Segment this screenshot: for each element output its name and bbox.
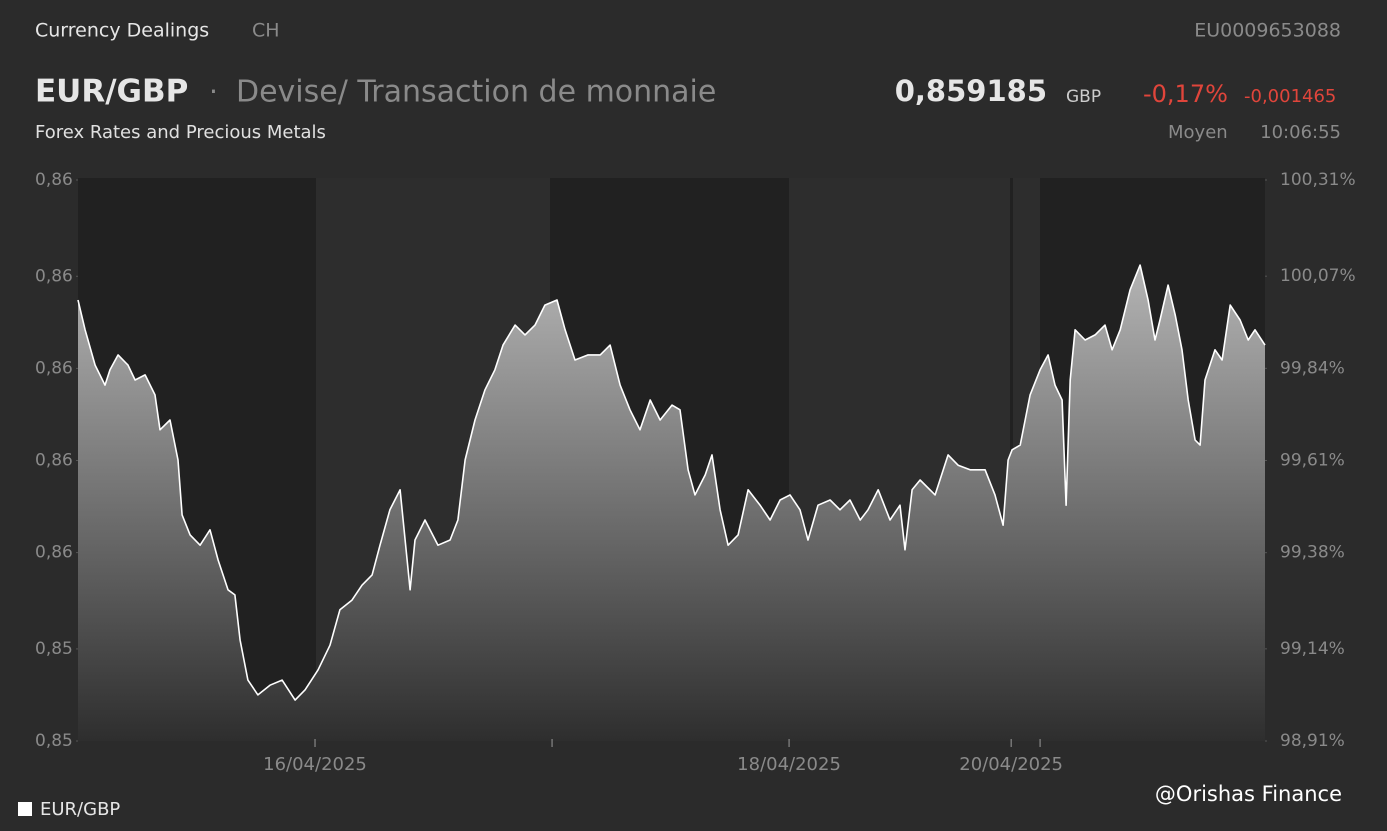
watermark: @Orishas Finance xyxy=(1155,782,1342,806)
y-tick-label: 0,86 xyxy=(35,358,73,378)
y2-tick-label: 100,31% xyxy=(1280,170,1356,190)
x-tick-label: 18/04/2025 xyxy=(737,754,841,775)
area-fill xyxy=(78,265,1265,741)
separator: · xyxy=(209,75,218,108)
price: 0,859185 xyxy=(895,74,1047,108)
plot-area xyxy=(77,178,1266,741)
isin: EU0009653088 xyxy=(1194,20,1341,42)
x-tick-label: 16/04/2025 xyxy=(263,754,367,775)
currency: GBP xyxy=(1066,87,1101,107)
y2-tick-label: 98,91% xyxy=(1280,731,1345,751)
time: 10:06:55 xyxy=(1260,122,1341,143)
y2-tick-label: 99,84% xyxy=(1280,358,1345,378)
price-type: Moyen xyxy=(1168,122,1228,143)
y2-tick-label: 99,14% xyxy=(1280,639,1345,659)
line xyxy=(77,264,1266,701)
symbol: EUR/GBP xyxy=(35,74,188,110)
y-tick-label: 0,86 xyxy=(35,543,73,563)
change-pct: -0,17% xyxy=(1143,80,1228,108)
y-tick-label: 0,85 xyxy=(35,731,73,751)
y2-tick-label: 99,61% xyxy=(1280,451,1345,471)
legend-swatch xyxy=(18,802,32,816)
x-tick-label: 20/04/2025 xyxy=(959,754,1063,775)
y2-tick-label: 100,07% xyxy=(1280,266,1356,286)
change-abs: -0,001465 xyxy=(1244,86,1336,107)
y2-tick-label: 99,38% xyxy=(1280,543,1345,563)
legend-label: EUR/GBP xyxy=(40,799,120,820)
category: Forex Rates and Precious Metals xyxy=(35,122,326,143)
description: Devise/ Transaction de monnaie xyxy=(236,75,716,110)
y-tick-label: 0,86 xyxy=(35,266,73,286)
y-tick-label: 0,85 xyxy=(35,639,73,659)
market: CH xyxy=(252,20,280,42)
y-tick-label: 0,86 xyxy=(35,451,73,471)
y-tick-label: 0,86 xyxy=(35,170,73,190)
source: Currency Dealings xyxy=(35,20,209,42)
